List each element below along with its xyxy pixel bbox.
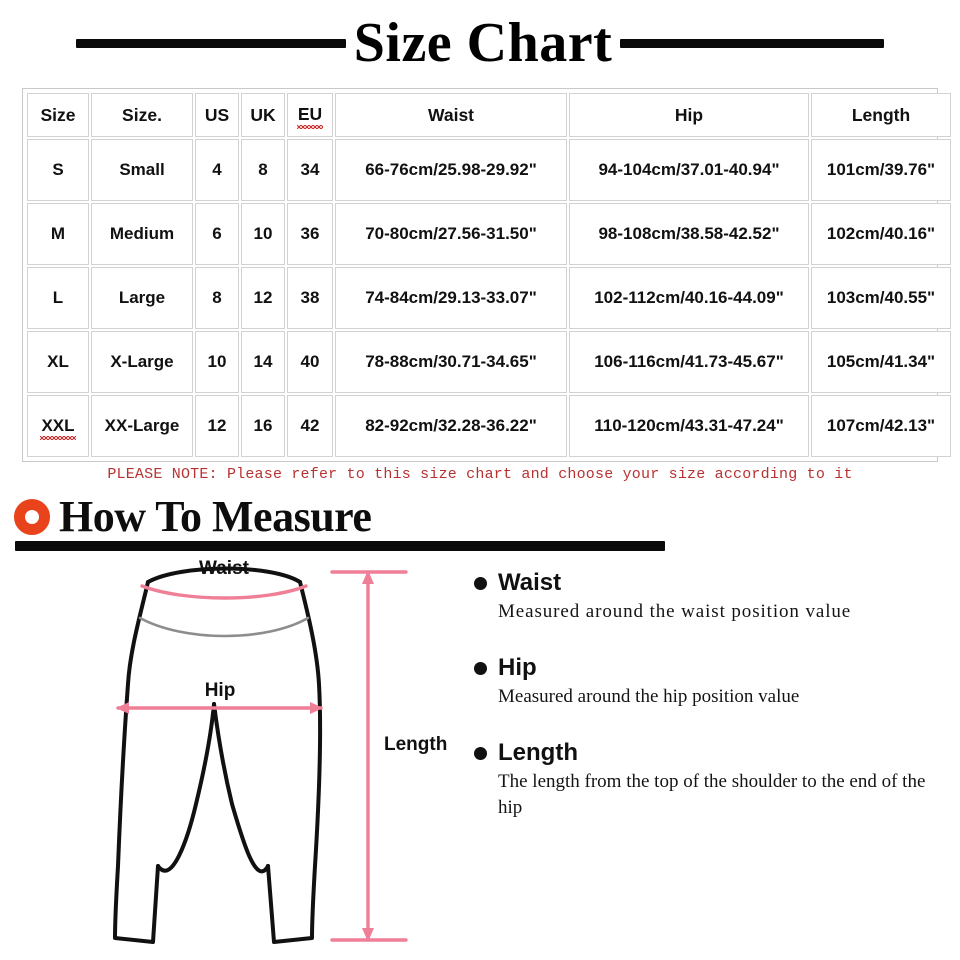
- cell-size-name: Large: [91, 267, 193, 329]
- cell-waist: 66-76cm/25.98-29.92": [335, 139, 567, 201]
- page-title: Size Chart: [353, 12, 613, 74]
- cell-eu: 36: [287, 203, 333, 265]
- legend-description-length: The length from the top of the shoulder …: [498, 771, 926, 818]
- cell-length: 105cm/41.34": [811, 331, 951, 393]
- cell-size: XXL: [27, 395, 89, 457]
- diagram-label-waist: Waist: [199, 558, 250, 579]
- title-rule-left-icon: [75, 38, 346, 48]
- legend-title-length: Length: [498, 739, 578, 766]
- cell-hip: 98-108cm/38.58-42.52": [569, 203, 809, 265]
- how-to-measure-heading: How To Measure: [59, 492, 372, 541]
- cell-size-name: X-Large: [91, 331, 193, 393]
- cell-waist: 70-80cm/27.56-31.50": [335, 203, 567, 265]
- bullet-icon: [474, 661, 487, 675]
- legend-item-length: Length The length from the top of the sh…: [474, 740, 944, 821]
- cell-length: 107cm/42.13": [811, 395, 951, 457]
- table-row: L Large 8 12 38 74-84cm/29.13-33.07" 102…: [27, 267, 951, 329]
- column-header-eu: EU: [287, 93, 333, 137]
- size-chart-table: Size Size. US UK EU Waist Hip Length S S…: [25, 91, 953, 459]
- cell-size-name: Small: [91, 139, 193, 201]
- legend-item-waist: Waist Measured around the waist position…: [474, 570, 944, 625]
- cell-size-label: XXL: [40, 415, 76, 440]
- cell-size-name: XX-Large: [91, 395, 193, 457]
- bullet-icon: [474, 746, 487, 760]
- cell-uk: 10: [241, 203, 285, 265]
- cell-size: XL: [27, 331, 89, 393]
- bullet-icon: [474, 576, 487, 590]
- table-row: XXL XX-Large 12 16 42 82-92cm/32.28-36.2…: [27, 395, 951, 457]
- table-row: XL X-Large 10 14 40 78-88cm/30.71-34.65"…: [27, 331, 951, 393]
- cell-us: 10: [195, 331, 239, 393]
- column-header-size: Size: [27, 93, 89, 137]
- cell-eu: 40: [287, 331, 333, 393]
- cell-waist: 78-88cm/30.71-34.65": [335, 331, 567, 393]
- cell-us: 12: [195, 395, 239, 457]
- legend-item-hip: Hip Measured around the hip position val…: [474, 655, 944, 710]
- diagram-label-length: Length: [384, 734, 447, 755]
- column-header-waist: Waist: [335, 93, 567, 137]
- cell-uk: 12: [241, 267, 285, 329]
- legend-description-hip: Measured around the hip position value: [498, 686, 800, 707]
- cell-size: M: [27, 203, 89, 265]
- column-header-us: US: [195, 93, 239, 137]
- page-title-row: Size Chart: [0, 6, 960, 80]
- title-rule-right-icon: [620, 38, 885, 48]
- cell-size-name: Medium: [91, 203, 193, 265]
- cell-length: 102cm/40.16": [811, 203, 951, 265]
- cell-length: 101cm/39.76": [811, 139, 951, 201]
- cell-uk: 14: [241, 331, 285, 393]
- cell-size: S: [27, 139, 89, 201]
- cell-waist: 82-92cm/32.28-36.22": [335, 395, 567, 457]
- cell-us: 6: [195, 203, 239, 265]
- cell-hip: 94-104cm/37.01-40.94": [569, 139, 809, 201]
- table-header-row: Size Size. US UK EU Waist Hip Length: [27, 93, 951, 137]
- ring-icon: [14, 499, 50, 535]
- legend-title-hip: Hip: [498, 654, 537, 681]
- legend-title-waist: Waist: [498, 569, 562, 596]
- table-row: M Medium 6 10 36 70-80cm/27.56-31.50" 98…: [27, 203, 951, 265]
- column-header-hip: Hip: [569, 93, 809, 137]
- cell-size: L: [27, 267, 89, 329]
- cell-eu: 38: [287, 267, 333, 329]
- cell-eu: 42: [287, 395, 333, 457]
- measurement-legend: Waist Measured around the waist position…: [474, 570, 944, 851]
- column-header-uk: UK: [241, 93, 285, 137]
- cell-hip: 102-112cm/40.16-44.09": [569, 267, 809, 329]
- column-header-eu-label: EU: [296, 104, 324, 129]
- how-to-measure-heading-row: How To Measure: [14, 492, 372, 541]
- column-header-length: Length: [811, 93, 951, 137]
- cell-hip: 110-120cm/43.31-47.24": [569, 395, 809, 457]
- diagram-label-hip: Hip: [205, 680, 236, 701]
- cell-hip: 106-116cm/41.73-45.67": [569, 331, 809, 393]
- please-note-text: PLEASE NOTE: Please refer to this size c…: [107, 466, 853, 483]
- table-row: S Small 4 8 34 66-76cm/25.98-29.92" 94-1…: [27, 139, 951, 201]
- pants-measurement-diagram: Waist Hip Length: [96, 556, 456, 956]
- cell-us: 4: [195, 139, 239, 201]
- cell-us: 8: [195, 267, 239, 329]
- cell-uk: 8: [241, 139, 285, 201]
- cell-eu: 34: [287, 139, 333, 201]
- column-header-size-name: Size.: [91, 93, 193, 137]
- cell-waist: 74-84cm/29.13-33.07": [335, 267, 567, 329]
- legend-description-waist: Measured around the waist position value: [498, 601, 852, 622]
- cell-length: 103cm/40.55": [811, 267, 951, 329]
- size-chart-table-container: Size Size. US UK EU Waist Hip Length S S…: [22, 88, 951, 462]
- cell-uk: 16: [241, 395, 285, 457]
- how-to-measure-underline-icon: [15, 541, 665, 551]
